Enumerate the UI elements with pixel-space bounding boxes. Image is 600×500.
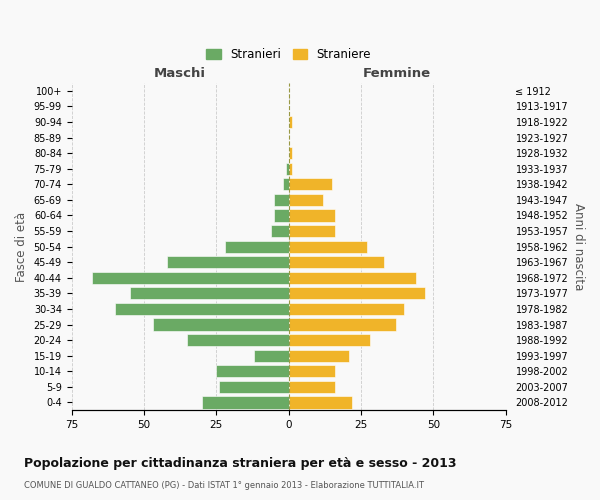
Bar [289, 303, 404, 315]
Bar [225, 240, 289, 252]
Bar [289, 272, 416, 284]
Bar [289, 334, 370, 346]
Bar [289, 210, 335, 222]
Bar [187, 334, 289, 346]
Bar [289, 256, 384, 268]
Bar [219, 381, 289, 393]
Bar [289, 240, 367, 252]
Bar [202, 396, 289, 408]
Bar [283, 178, 289, 190]
Bar [289, 318, 396, 330]
Y-axis label: Fasce di età: Fasce di età [15, 212, 28, 282]
Text: Maschi: Maschi [154, 67, 206, 80]
Bar [167, 256, 289, 268]
Bar [274, 210, 289, 222]
Bar [152, 318, 289, 330]
Bar [289, 162, 292, 175]
Bar [289, 225, 335, 237]
Bar [271, 225, 289, 237]
Bar [289, 116, 292, 128]
Legend: Stranieri, Straniere: Stranieri, Straniere [202, 43, 376, 66]
Bar [289, 194, 323, 206]
Bar [217, 365, 289, 378]
Bar [289, 381, 335, 393]
Bar [254, 350, 289, 362]
Text: Popolazione per cittadinanza straniera per età e sesso - 2013: Popolazione per cittadinanza straniera p… [24, 458, 457, 470]
Text: Femmine: Femmine [363, 67, 431, 80]
Bar [286, 162, 289, 175]
Bar [289, 365, 335, 378]
Y-axis label: Anni di nascita: Anni di nascita [572, 203, 585, 290]
Bar [289, 147, 292, 159]
Bar [130, 288, 289, 300]
Text: COMUNE DI GUALDO CATTANEO (PG) - Dati ISTAT 1° gennaio 2013 - Elaborazione TUTTI: COMUNE DI GUALDO CATTANEO (PG) - Dati IS… [24, 481, 424, 490]
Bar [92, 272, 289, 284]
Bar [274, 194, 289, 206]
Bar [115, 303, 289, 315]
Bar [289, 396, 352, 408]
Bar [289, 288, 425, 300]
Bar [289, 178, 332, 190]
Bar [289, 350, 349, 362]
